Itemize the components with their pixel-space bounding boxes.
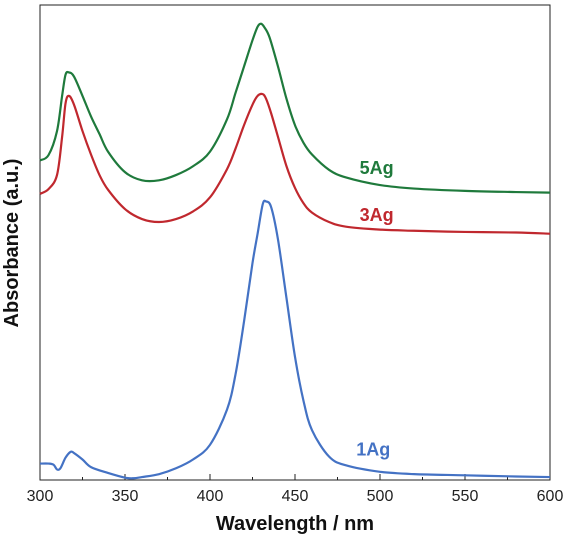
series-group [39,22,551,480]
plot-area: 300 350 400 450 500 550 600 5Ag 3Ag 1Ag [27,4,564,505]
y-axis-title: Absorbance (a.u.) [1,159,23,328]
x-tick-label: 450 [282,488,309,505]
plot-frame [39,4,551,481]
series-line-3ag [39,92,551,235]
series-labels: 5Ag 3Ag 1Ag [356,158,393,459]
x-tick-labels: 300 350 400 450 500 550 600 [27,488,564,505]
x-axis-title: Wavelength / nm [216,513,374,535]
x-tick-label: 350 [112,488,139,505]
x-tick-label: 600 [537,488,564,505]
series-line-5ag [39,22,551,194]
series-label-1ag: 1Ag [356,439,390,459]
x-tick-label: 300 [27,488,54,505]
series-line-1ag [39,199,551,480]
series-label-5ag: 5Ag [360,158,394,178]
x-tick-label: 400 [197,488,224,505]
x-tick-label: 500 [367,488,394,505]
x-tick-label: 550 [452,488,479,505]
series-label-3ag: 3Ag [360,205,394,225]
